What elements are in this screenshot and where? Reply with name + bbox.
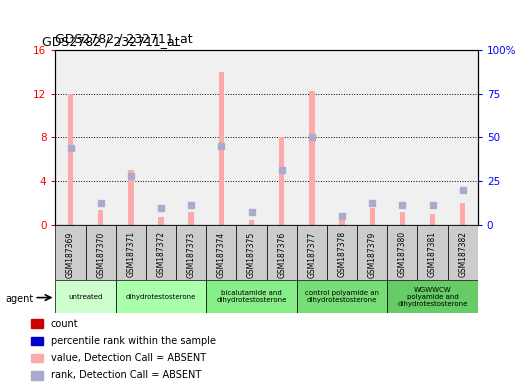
Bar	[31, 319, 43, 328]
Bar	[219, 72, 224, 225]
Bar	[116, 225, 146, 280]
Text: dihydrotestosterone: dihydrotestosterone	[126, 294, 196, 300]
Text: GSM187380: GSM187380	[398, 231, 407, 278]
Text: GSM187379: GSM187379	[367, 231, 377, 278]
Bar	[418, 225, 448, 280]
Bar	[357, 225, 388, 280]
Bar	[31, 337, 43, 345]
Text: GSM187381: GSM187381	[428, 231, 437, 277]
Bar	[31, 354, 43, 362]
Bar	[206, 280, 297, 313]
Text: untreated: untreated	[69, 294, 103, 300]
Bar	[297, 280, 388, 313]
Bar	[188, 212, 194, 225]
Text: count: count	[51, 318, 78, 329]
Bar	[128, 170, 134, 225]
Bar	[370, 208, 375, 225]
Text: GSM187371: GSM187371	[126, 231, 135, 278]
Bar	[400, 212, 405, 225]
Text: agent: agent	[5, 294, 34, 304]
Bar	[206, 225, 237, 280]
Text: GSM187376: GSM187376	[277, 231, 286, 278]
Text: GSM187382: GSM187382	[458, 231, 467, 277]
Text: bicalutamide and
dihydrotestosterone: bicalutamide and dihydrotestosterone	[216, 290, 287, 303]
Bar	[327, 225, 357, 280]
Text: percentile rank within the sample: percentile rank within the sample	[51, 336, 216, 346]
Bar	[98, 210, 103, 225]
Text: value, Detection Call = ABSENT: value, Detection Call = ABSENT	[51, 353, 206, 363]
Bar	[448, 225, 478, 280]
Text: GSM187378: GSM187378	[337, 231, 346, 278]
Bar	[176, 225, 206, 280]
Text: GSM187373: GSM187373	[187, 231, 196, 278]
Text: GSM187372: GSM187372	[156, 231, 166, 278]
Bar	[146, 225, 176, 280]
Text: GSM187375: GSM187375	[247, 231, 256, 278]
Bar	[86, 225, 116, 280]
Bar	[340, 220, 345, 225]
Text: GSM187369: GSM187369	[66, 231, 75, 278]
Text: rank, Detection Call = ABSENT: rank, Detection Call = ABSENT	[51, 370, 201, 381]
Bar	[249, 220, 254, 225]
Bar	[388, 225, 418, 280]
Bar	[55, 280, 116, 313]
Text: GSM187377: GSM187377	[307, 231, 316, 278]
Bar	[31, 371, 43, 379]
Bar	[430, 214, 435, 225]
Text: GSM187374: GSM187374	[217, 231, 226, 278]
Text: control polyamide an
dihydrotestosterone: control polyamide an dihydrotestosterone	[305, 290, 379, 303]
Text: GDS2782 / 232711_at: GDS2782 / 232711_at	[42, 35, 180, 48]
Bar	[116, 280, 206, 313]
Bar	[388, 280, 478, 313]
Bar	[158, 217, 164, 225]
Bar	[55, 225, 86, 280]
Text: GDS2782 / 232711_at: GDS2782 / 232711_at	[55, 31, 193, 45]
Bar	[237, 225, 267, 280]
Text: WGWWCW
polyamide and
dihydrotestosterone: WGWWCW polyamide and dihydrotestosterone	[398, 286, 468, 307]
Bar	[68, 94, 73, 225]
Text: GSM187370: GSM187370	[96, 231, 105, 278]
Bar	[297, 225, 327, 280]
Bar	[279, 137, 285, 225]
Bar	[309, 91, 315, 225]
Bar	[267, 225, 297, 280]
Bar	[460, 203, 466, 225]
